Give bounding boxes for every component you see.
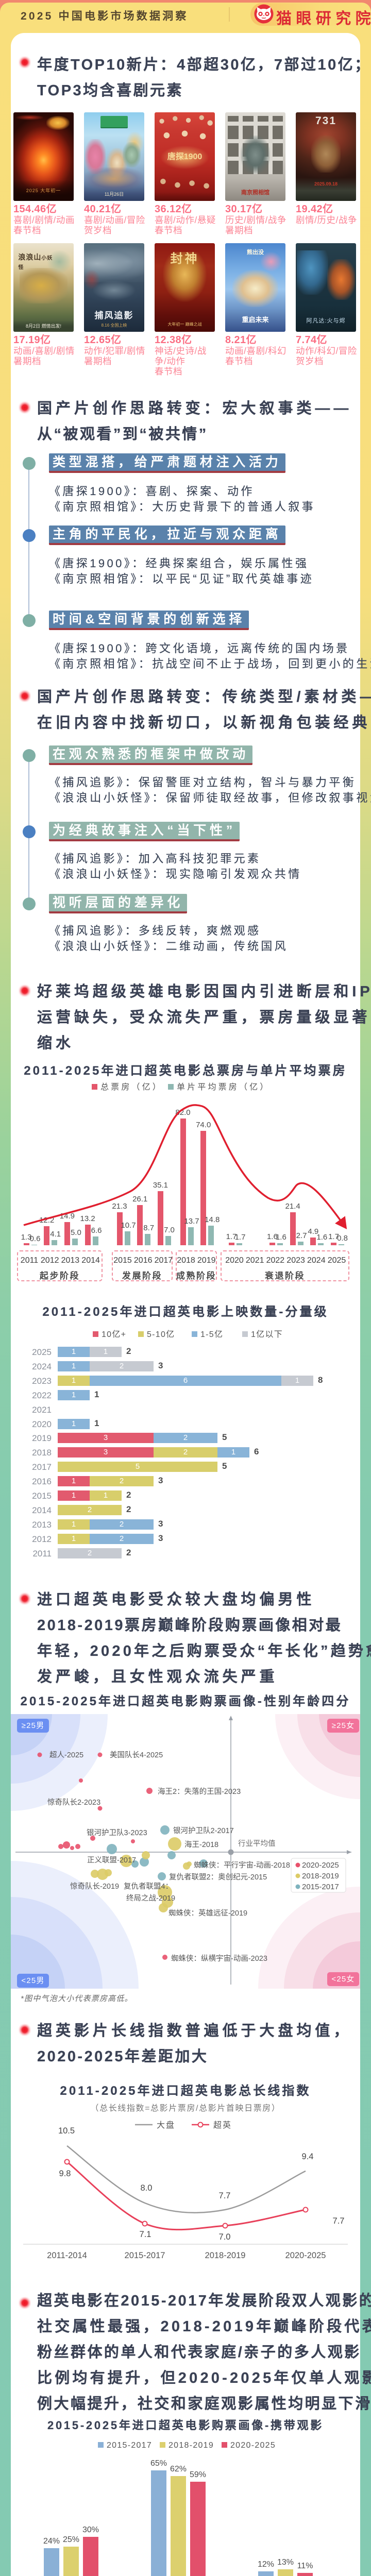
svg-text:惊奇队长2-2023: 惊奇队长2-2023 [47,1798,100,1807]
svg-text:复仇者联盟2：奥创纪元-2015: 复仇者联盟2：奥创纪元-2015 [169,1872,267,1882]
svg-text:复仇者联盟4：: 复仇者联盟4： [124,1882,173,1891]
svg-text:2020-2025: 2020-2025 [302,1861,339,1870]
svg-text:8.0: 8.0 [141,2183,153,2193]
svg-text:蜘蛛侠：纵横宇宙-动画-2023: 蜘蛛侠：纵横宇宙-动画-2023 [171,1954,267,1963]
svg-text:10.5: 10.5 [58,2126,75,2136]
svg-text:超英: 超英 [213,2121,232,2130]
svg-text:2018-2019: 2018-2019 [302,1872,339,1880]
svg-text:2015-2017: 2015-2017 [125,2251,165,2260]
svg-text:9.4: 9.4 [302,2152,314,2161]
svg-text:美国队长4-2025: 美国队长4-2025 [110,1751,163,1759]
svg-text:7.1: 7.1 [140,2230,151,2239]
svg-text:2011-2014: 2011-2014 [47,2251,87,2260]
svg-text:9.8: 9.8 [59,2169,71,2178]
svg-text:2018-2019: 2018-2019 [205,2251,246,2260]
svg-text:大盘: 大盘 [157,2120,175,2130]
svg-text:海王-2018: 海王-2018 [184,1840,218,1849]
svg-text:银河护卫队3-2023: 银河护卫队3-2023 [87,1828,147,1837]
svg-text:7.7: 7.7 [333,2216,345,2226]
svg-text:2015-2017: 2015-2017 [302,1883,339,1891]
svg-text:终局之战-2019: 终局之战-2019 [126,1894,175,1903]
svg-text:惊奇队长-2019: 惊奇队长-2019 [70,1882,119,1891]
svg-text:蜘蛛侠：平行宇宙-动画-2018: 蜘蛛侠：平行宇宙-动画-2018 [194,1861,290,1870]
svg-text:正义联盟-2017: 正义联盟-2017 [87,1856,136,1865]
svg-text:海王2：失落的王国-2023: 海王2：失落的王国-2023 [158,1787,241,1796]
svg-text:7.7: 7.7 [219,2191,231,2200]
svg-text:行业平均值: 行业平均值 [238,1839,276,1848]
svg-text:蜘蛛侠：英雄远征-2019: 蜘蛛侠：英雄远征-2019 [168,1908,247,1918]
svg-text:超人-2025: 超人-2025 [49,1751,83,1759]
svg-text:2020-2025: 2020-2025 [285,2251,326,2260]
svg-text:银河护卫队2-2017: 银河护卫队2-2017 [173,1826,234,1835]
svg-text:7.0: 7.0 [219,2232,231,2242]
